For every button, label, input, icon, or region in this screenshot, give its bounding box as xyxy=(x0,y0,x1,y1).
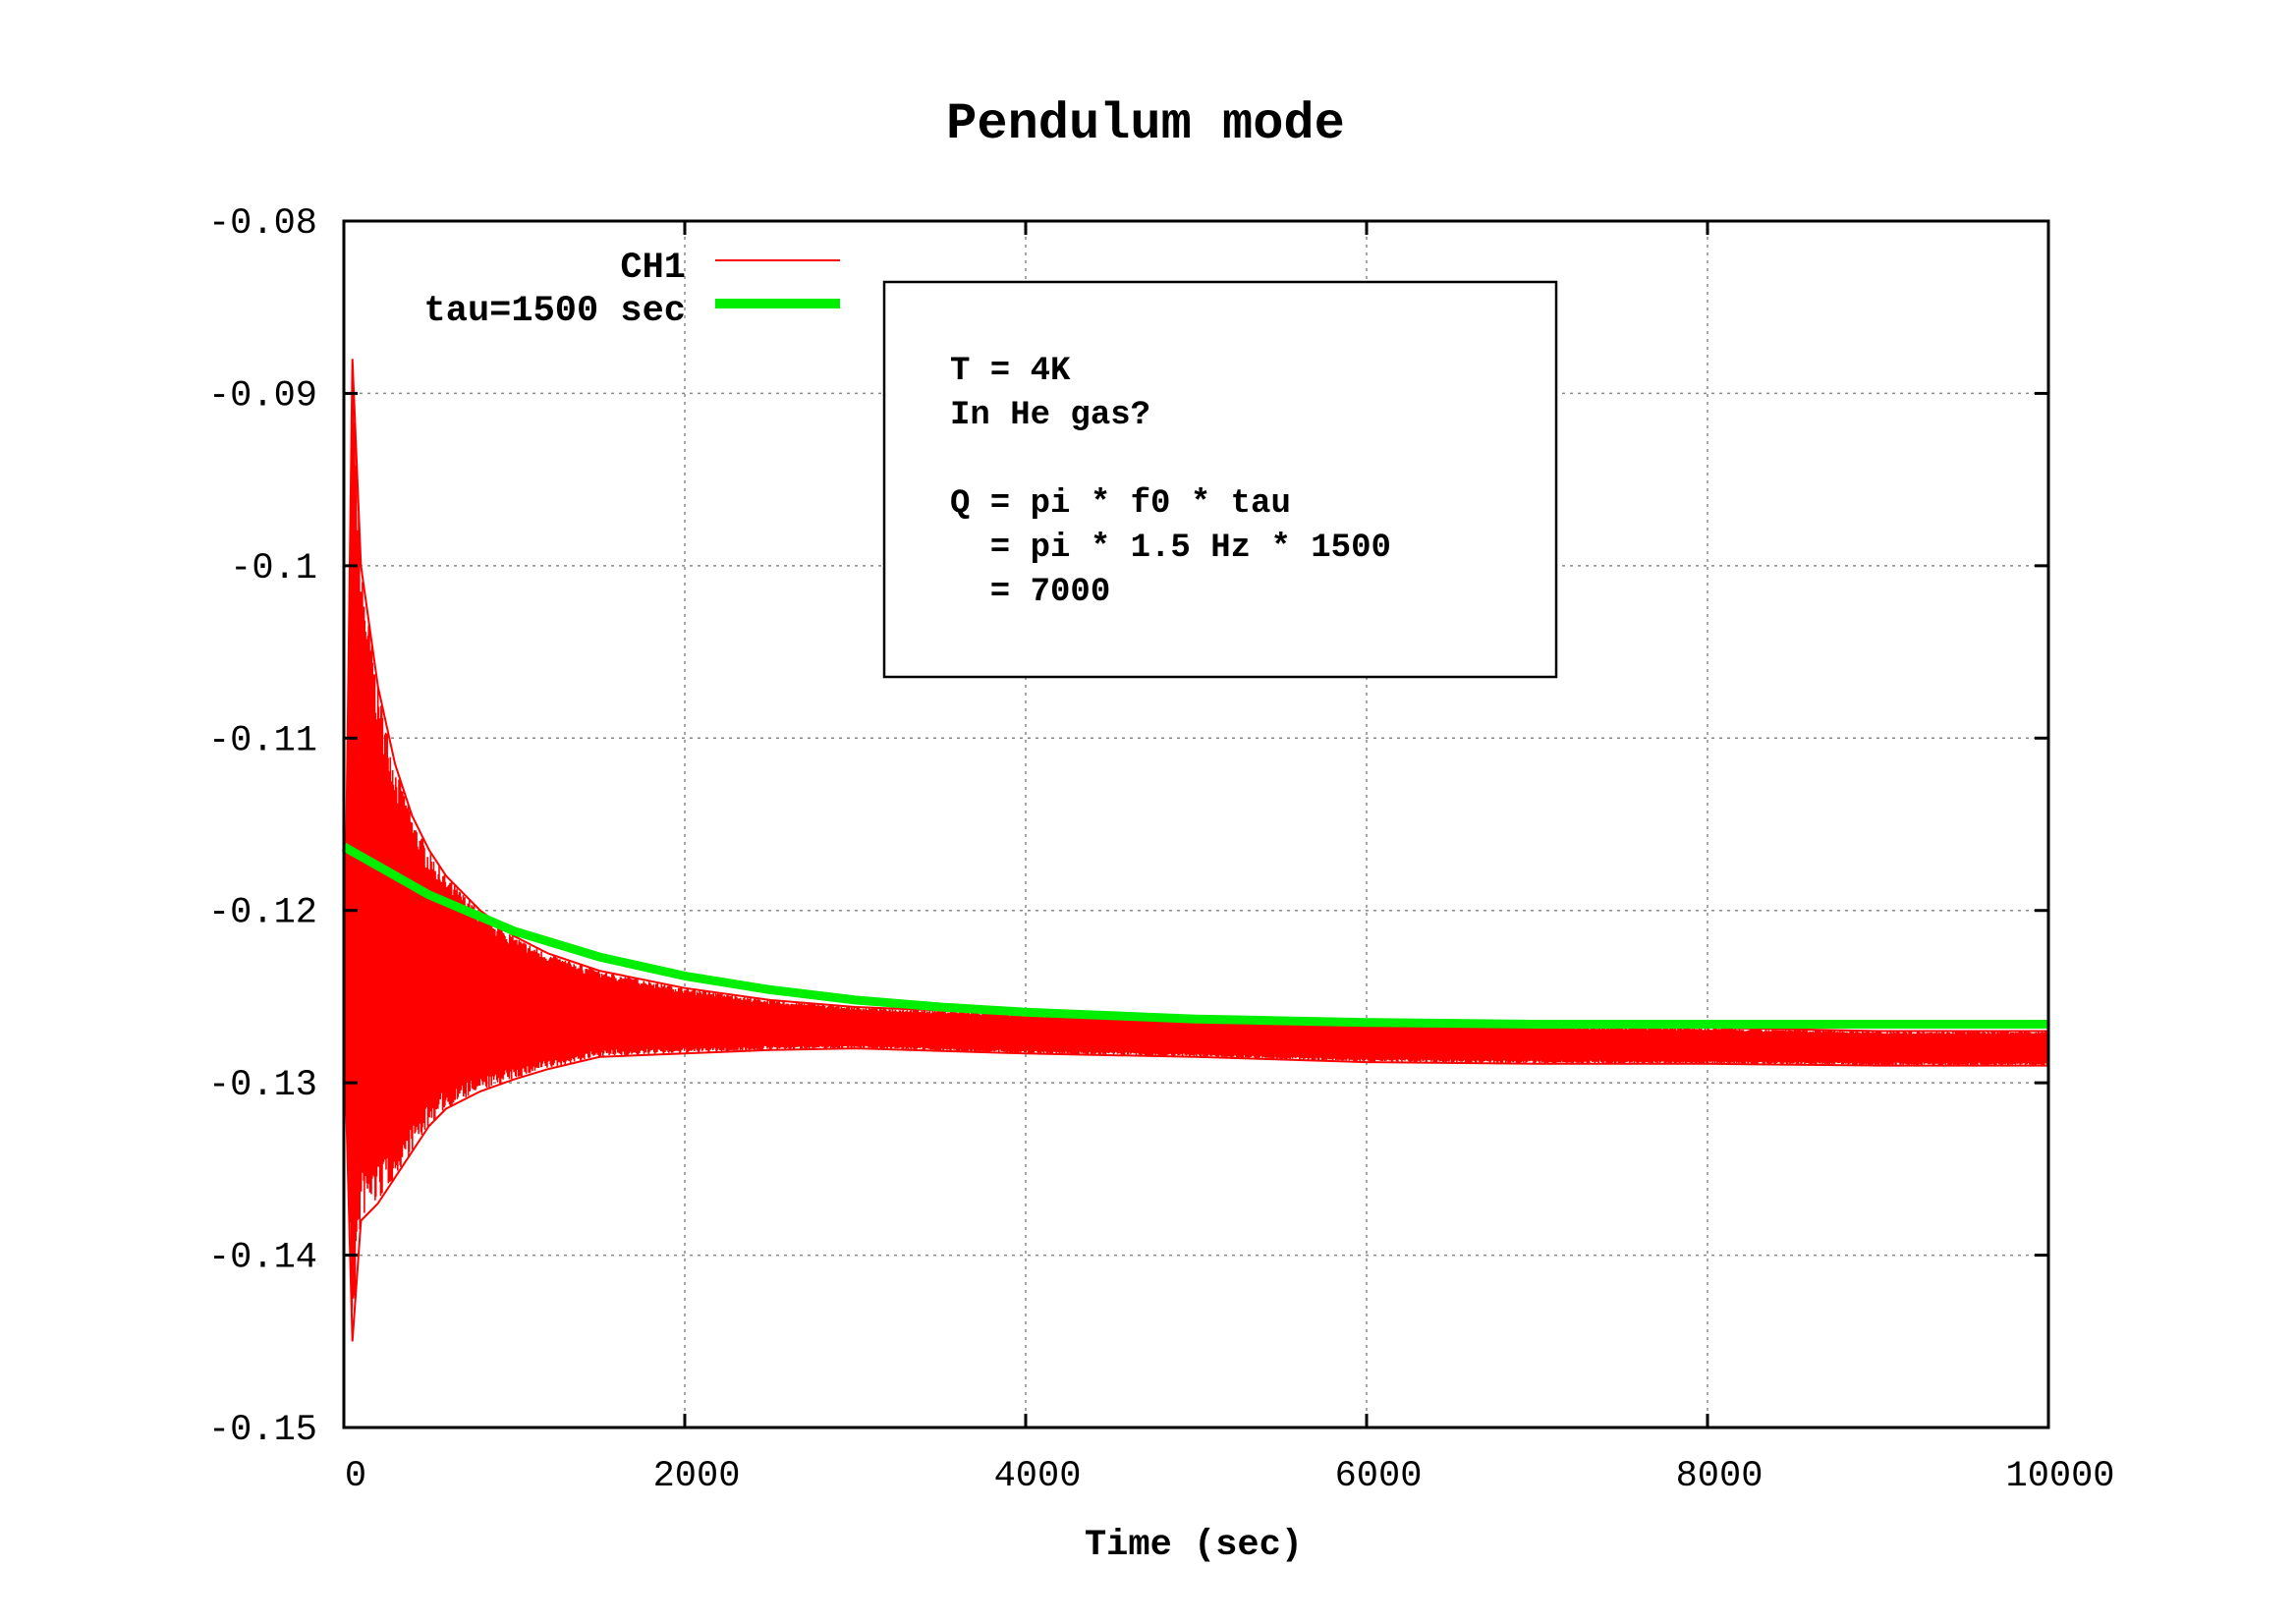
y-tick-label: -0.09 xyxy=(208,375,317,417)
y-tick-label: -0.14 xyxy=(208,1238,317,1279)
chart-title: Pendulum mode xyxy=(946,95,1345,153)
x-tick-label: 4000 xyxy=(994,1456,1082,1497)
legend-label-ch1: CH1 xyxy=(620,248,686,289)
x-tick-label: 10000 xyxy=(2005,1456,2114,1497)
legend-label-tau-fit: tau=1500 sec xyxy=(424,291,686,332)
annotation-line-4: Q = pi * f0 * tau xyxy=(950,485,1291,523)
plot-area xyxy=(341,359,2049,1342)
annotation-frame xyxy=(882,280,1558,679)
series-ch1-lower-envelope xyxy=(343,1022,2048,1342)
annotation-line-1: T = 4K xyxy=(950,353,1071,390)
x-tick-label: 2000 xyxy=(653,1456,741,1497)
plot-frame xyxy=(342,219,2050,1429)
tick-labels: 0 2000 4000 6000 8000 10000 -0.15 -0.14 -0.13 -0.… xyxy=(208,203,2115,1497)
annotation-line-6: = 7000 xyxy=(950,574,1110,611)
grid xyxy=(344,221,2048,1428)
y-tick-label: -0.15 xyxy=(208,1410,317,1451)
annotation-box: T = 4K In He gas? Q = pi * f0 * tau = pi… xyxy=(882,280,1558,679)
x-axis-label: Time (sec) xyxy=(1085,1525,1303,1566)
x-tick-label: 6000 xyxy=(1335,1456,1423,1497)
annotation-line-2: In He gas? xyxy=(950,397,1150,434)
y-tick-label: -0.12 xyxy=(208,893,317,934)
x-tick-label: 0 xyxy=(345,1456,366,1497)
axes-frame xyxy=(342,219,2050,1429)
y-tick-label: -0.13 xyxy=(208,1065,317,1106)
legend: CH1 tau=1500 sec xyxy=(424,248,840,332)
series-tau-fit-line xyxy=(341,842,2048,1029)
annotation-line-5: = pi * 1.5 Hz * 1500 xyxy=(950,530,1391,567)
y-tick-label: -0.11 xyxy=(208,720,317,761)
x-tick-label: 8000 xyxy=(1676,1456,1764,1497)
y-tick-label: -0.08 xyxy=(208,203,317,245)
y-tick-label: -0.1 xyxy=(230,548,317,589)
